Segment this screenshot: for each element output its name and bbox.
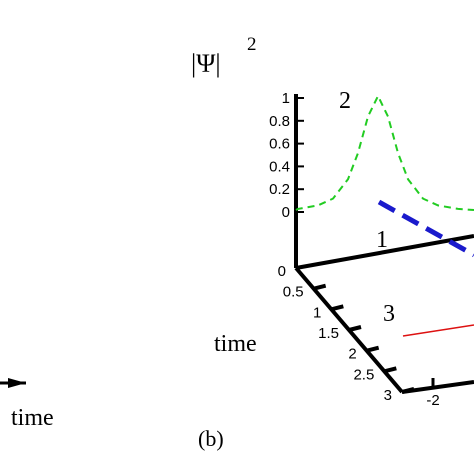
left-panel-remnant: time bbox=[0, 378, 54, 431]
time-tick-mark bbox=[348, 325, 362, 332]
time-tick-mark bbox=[383, 366, 397, 374]
series-curve-3 bbox=[402, 324, 474, 337]
panel-label: (b) bbox=[198, 426, 224, 451]
time-tick-label: 1.5 bbox=[318, 325, 339, 342]
time-tick-label: 0 bbox=[278, 263, 286, 280]
z-tick-label: 0 bbox=[282, 204, 290, 221]
z-axis-title: |Ψ| bbox=[191, 49, 221, 78]
z-tick-label: 0.2 bbox=[269, 181, 290, 198]
time-tick-mark bbox=[366, 345, 380, 353]
series-label-2: 2 bbox=[339, 88, 351, 114]
time-tick-mark bbox=[401, 387, 415, 394]
z-axis-ticks: 1 0.8 0.6 0.4 0.2 0 bbox=[269, 90, 304, 221]
series-label-1: 1 bbox=[376, 227, 388, 253]
z-tick-label: 1 bbox=[282, 90, 290, 107]
left-panel-arrowhead bbox=[8, 378, 26, 388]
time-tick-mark bbox=[313, 283, 327, 291]
time-tick-label: 2 bbox=[348, 346, 356, 363]
x-tick-label: -2 bbox=[426, 392, 439, 409]
time-axis-ticks: 0 0.5 1 1.5 2 2.5 3 bbox=[278, 263, 415, 404]
z-tick-label: 0.8 bbox=[269, 113, 290, 130]
back-x-axis-line bbox=[295, 234, 474, 270]
time-tick-label: 3 bbox=[384, 387, 392, 404]
time-tick-label: 0.5 bbox=[283, 284, 304, 301]
x-axis-ticks: -2 bbox=[426, 378, 440, 409]
time-tick-mark bbox=[330, 304, 344, 312]
z-tick-label: 0.4 bbox=[269, 158, 290, 175]
time-tick-label: 2.5 bbox=[353, 366, 374, 383]
z-axis-title-exponent: 2 bbox=[247, 34, 257, 55]
z-tick-label: 0.6 bbox=[269, 136, 290, 153]
series-curve-2 bbox=[295, 93, 474, 211]
series-curve-1 bbox=[377, 199, 474, 258]
time-tick-label: 1 bbox=[313, 304, 321, 321]
time-axis-title: time bbox=[214, 331, 257, 357]
series-label-3: 3 bbox=[383, 301, 395, 327]
left-panel-time-label: time bbox=[11, 405, 54, 431]
